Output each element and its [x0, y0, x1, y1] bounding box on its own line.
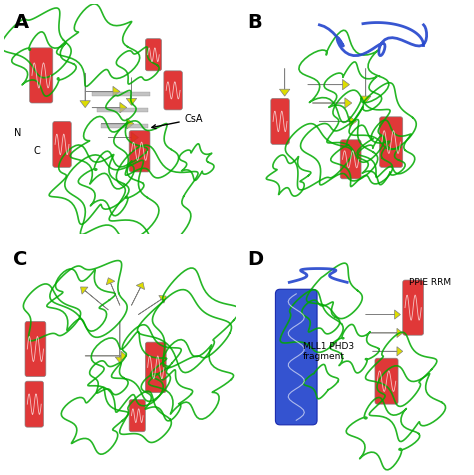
- FancyArrow shape: [126, 78, 137, 105]
- Text: B: B: [247, 13, 263, 32]
- Text: PPIE RRM: PPIE RRM: [409, 278, 451, 287]
- X-axis label: PPIL1 (bound): PPIL1 (bound): [313, 243, 395, 256]
- Text: MLL1 PHD3
fragment: MLL1 PHD3 fragment: [303, 342, 355, 361]
- FancyBboxPatch shape: [129, 399, 146, 432]
- FancyArrow shape: [373, 347, 403, 356]
- FancyArrow shape: [80, 73, 91, 108]
- Bar: [97, 108, 148, 112]
- FancyArrow shape: [138, 295, 166, 314]
- FancyBboxPatch shape: [30, 48, 53, 103]
- FancyBboxPatch shape: [164, 71, 182, 110]
- FancyBboxPatch shape: [146, 38, 162, 71]
- FancyBboxPatch shape: [53, 122, 71, 167]
- Text: D: D: [247, 250, 264, 269]
- FancyArrow shape: [106, 278, 120, 305]
- Text: A: A: [13, 13, 28, 32]
- FancyArrow shape: [85, 86, 120, 97]
- FancyBboxPatch shape: [25, 322, 46, 377]
- Text: CsA: CsA: [152, 114, 203, 129]
- FancyArrow shape: [280, 68, 290, 96]
- FancyBboxPatch shape: [275, 289, 317, 425]
- FancyArrow shape: [81, 287, 109, 310]
- FancyBboxPatch shape: [375, 358, 398, 404]
- Text: C: C: [33, 146, 40, 156]
- FancyArrow shape: [85, 352, 127, 361]
- Text: C: C: [13, 250, 28, 269]
- FancyArrow shape: [308, 79, 349, 90]
- FancyArrow shape: [115, 322, 125, 363]
- FancyArrow shape: [109, 133, 138, 142]
- Bar: [101, 124, 148, 128]
- FancyArrow shape: [92, 103, 127, 113]
- FancyArrow shape: [312, 98, 352, 108]
- FancyArrow shape: [370, 328, 403, 338]
- Bar: [92, 92, 150, 96]
- FancyBboxPatch shape: [271, 98, 289, 144]
- FancyBboxPatch shape: [146, 342, 166, 393]
- FancyBboxPatch shape: [340, 140, 361, 179]
- FancyArrow shape: [319, 116, 356, 126]
- X-axis label: PPIL1 (free): PPIL1 (free): [86, 243, 154, 256]
- FancyArrow shape: [131, 282, 145, 305]
- FancyArrow shape: [365, 310, 401, 319]
- Text: N: N: [14, 128, 22, 138]
- FancyArrow shape: [360, 68, 371, 103]
- FancyBboxPatch shape: [25, 381, 44, 427]
- FancyBboxPatch shape: [380, 117, 403, 167]
- FancyBboxPatch shape: [129, 131, 150, 172]
- FancyArrow shape: [101, 119, 134, 129]
- FancyBboxPatch shape: [403, 280, 424, 335]
